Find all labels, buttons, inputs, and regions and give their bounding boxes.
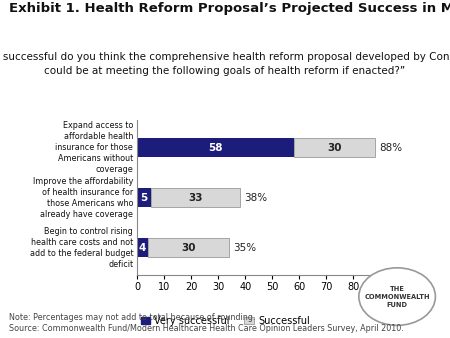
Legend: Very successful, Successful: Very successful, Successful	[137, 312, 314, 330]
Text: 30: 30	[181, 243, 196, 253]
Text: 35%: 35%	[233, 243, 256, 253]
Bar	[148, 238, 229, 258]
Bar	[137, 238, 148, 258]
Bar	[294, 138, 375, 157]
Text: 33: 33	[188, 193, 202, 203]
Text: Begin to control rising
health care costs and not
add to the federal budget
defi: Begin to control rising health care cost…	[30, 227, 133, 269]
Text: Note: Percentages may not add to total because of rounding.: Note: Percentages may not add to total b…	[9, 313, 256, 322]
Text: 38%: 38%	[244, 193, 267, 203]
Text: 4: 4	[139, 243, 146, 253]
Text: 58: 58	[208, 143, 223, 152]
Circle shape	[359, 268, 436, 325]
Text: THE
COMMONWEALTH
FUND: THE COMMONWEALTH FUND	[364, 286, 430, 308]
Text: 30: 30	[327, 143, 342, 152]
Text: “How successful do you think the comprehensive health reform proposal developed : “How successful do you think the compreh…	[0, 52, 450, 76]
Text: 5: 5	[140, 193, 148, 203]
Bar	[137, 188, 151, 207]
Text: Exhibit 1. Health Reform Proposal’s Projected Success in Meeting Goals: Exhibit 1. Health Reform Proposal’s Proj…	[9, 2, 450, 15]
Text: Expand access to
affordable health
insurance for those
Americans without
coverag: Expand access to affordable health insur…	[55, 121, 133, 174]
Text: Source: Commonwealth Fund/Modern Healthcare Health Care Opinion Leaders Survey, : Source: Commonwealth Fund/Modern Healthc…	[9, 324, 404, 333]
Bar	[151, 188, 240, 207]
Bar	[137, 138, 294, 157]
Text: Improve the affordability
of health insurance for
those Americans who
already ha: Improve the affordability of health insu…	[33, 176, 133, 219]
Text: 88%: 88%	[379, 143, 402, 152]
